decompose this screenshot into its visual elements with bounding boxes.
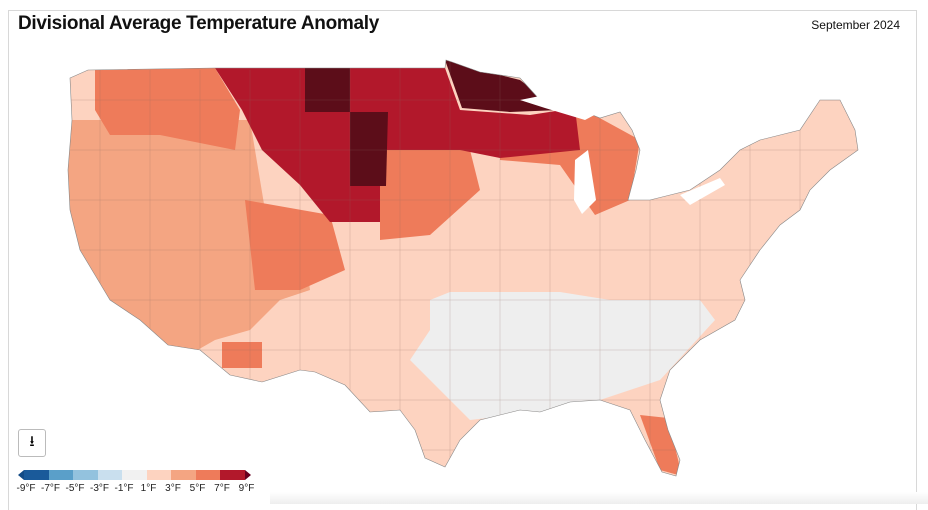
region-florida-plus5-7	[640, 415, 682, 476]
legend-swatch	[122, 470, 147, 480]
legend-label: -3°F	[90, 483, 109, 494]
legend-swatch	[73, 470, 98, 480]
lake-superior	[520, 92, 600, 120]
region-sd-above9	[350, 112, 388, 186]
region-south-near-normal	[410, 292, 715, 420]
region-colorado-plus5-7	[245, 200, 345, 290]
download-button[interactable]: ⭳	[18, 429, 46, 457]
legend-swatch	[97, 470, 122, 480]
legend-swatch	[48, 470, 73, 480]
legend-label: 5°F	[189, 483, 206, 494]
color-legend: -9°F -7°F -5°F -3°F -1°F 1°F 3°F 5°F 7°F 9°F	[16, 470, 254, 497]
legend-swatch	[195, 470, 220, 480]
legend-label: -7°F	[41, 483, 60, 494]
legend-swatch	[146, 470, 171, 480]
legend-above-arrow	[244, 470, 251, 480]
region-arizona-plus5-7	[222, 342, 262, 368]
legend-label: 9°F	[238, 483, 255, 494]
footer-shadow	[270, 492, 928, 504]
period-label: September 2024	[811, 18, 900, 32]
lake-michigan	[574, 150, 596, 214]
legend-swatch	[24, 470, 49, 480]
legend-below-arrow	[18, 470, 24, 480]
legend-label: 3°F	[165, 483, 181, 494]
division-borders	[68, 60, 858, 476]
legend-label: 1°F	[140, 483, 157, 494]
region-plains-plus5-7	[380, 150, 480, 240]
legend-label: -1°F	[114, 483, 134, 494]
download-icon: ⭳	[29, 432, 35, 450]
map-panel	[8, 10, 917, 510]
page-title: Divisional Average Temperature Anomaly	[18, 13, 379, 34]
region-dakotas-above9	[305, 66, 350, 112]
legend-swatch	[220, 470, 245, 480]
region-northwest-plus5-7	[95, 68, 240, 150]
lake-erie	[680, 178, 725, 205]
legend-swatch	[171, 470, 196, 480]
legend-label: -5°F	[65, 483, 85, 494]
legend-label: 7°F	[214, 483, 230, 494]
legend-label: -9°F	[16, 483, 36, 494]
